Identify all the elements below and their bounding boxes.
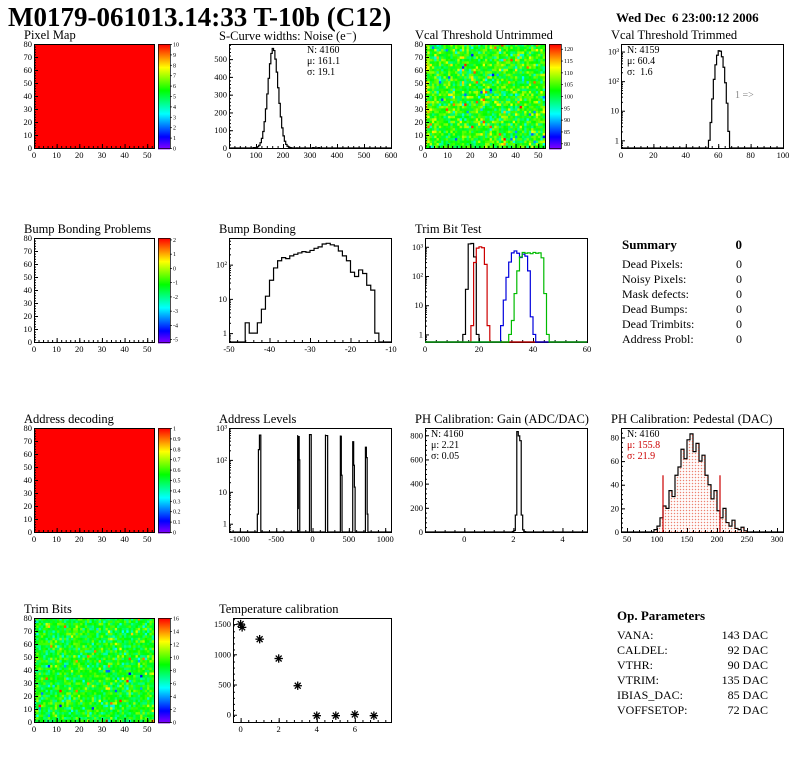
summary-label: Dead Pixels: <box>622 257 683 271</box>
summary-label: Address Probl: <box>622 332 694 346</box>
op-row-caldel: CALDEL: 92 DAC <box>617 643 768 658</box>
plot-cell-ph-gain: PH Calibration: Gain (ADC/DAC) <box>399 412 595 557</box>
summary-panel: Summary 0 Dead Pixels: 0 Noisy Pixels: 0 M… <box>622 237 742 347</box>
page-title: M0179-061013.14:33 T-10b (C12) <box>8 2 392 32</box>
plot-cell-vcal-untrimmed: Vcal Threshold Untrimmed <box>399 28 595 173</box>
op-value: 92 DAC <box>727 643 768 657</box>
summary-label: Dead Trimbits: <box>622 317 695 331</box>
summary-heading: Summary <box>622 237 677 252</box>
plot-cell-bump-problems: Bump Bonding Problems <box>8 222 204 367</box>
op-label: IBIAS_DAC: <box>617 688 684 702</box>
op-label: CALDEL: <box>617 643 668 657</box>
op-label: VOFFSETOP: <box>617 703 688 717</box>
ph-pedestal-plot <box>595 425 791 553</box>
plot-title-scurve-noise: S-Curve widths: Noise (e⁻) <box>219 29 357 43</box>
plot-cell-ph-pedestal: PH Calibration: Pedestal (DAC) <box>595 412 791 557</box>
trim-bit-test-plot <box>399 235 595 363</box>
summary-label: Dead Bumps: <box>622 302 688 316</box>
op-parameters-heading: Op. Parameters <box>617 608 706 623</box>
plot-title-trim-bits: Trim Bits <box>24 602 72 616</box>
op-row-voffsetop: VOFFSETOP: 72 DAC <box>617 703 768 718</box>
plot-cell-trim-bit-test: Trim Bit Test <box>399 222 595 367</box>
plot-cell-temperature-calibration: Temperature calibration <box>203 602 399 747</box>
plot-title-trim-bit-test: Trim Bit Test <box>415 222 482 236</box>
summary-row-dead-pixels: Dead Pixels: 0 <box>622 257 742 272</box>
plot-title-bump-problems: Bump Bonding Problems <box>24 222 152 236</box>
summary-total: 0 <box>735 237 743 252</box>
summary-row-dead-trimbits: Dead Trimbits: 0 <box>622 317 742 332</box>
summary-value: 0 <box>736 332 742 346</box>
plot-title-ph-pedestal: PH Calibration: Pedestal (DAC) <box>611 412 773 426</box>
op-value: 143 DAC <box>721 628 768 642</box>
plot-title-bump-bonding: Bump Bonding <box>219 222 296 236</box>
ph-gain-plot <box>399 425 595 553</box>
plot-title-temperature-calibration: Temperature calibration <box>219 602 339 616</box>
plot-title-address-decoding: Address decoding <box>24 412 114 426</box>
summary-heading-row: Summary 0 <box>622 237 742 253</box>
op-value: 135 DAC <box>721 673 768 687</box>
summary-row-dead-bumps: Dead Bumps: 0 <box>622 302 742 317</box>
address-levels-plot <box>203 425 399 553</box>
plot-cell-address-levels: Address Levels <box>203 412 399 557</box>
summary-value: 0 <box>736 287 742 301</box>
summary-value: 0 <box>736 272 742 286</box>
plot-cell-trim-bits: Trim Bits <box>8 602 204 747</box>
summary-value: 0 <box>736 302 742 316</box>
pixel-map-plot <box>8 41 204 169</box>
plot-cell-scurve-noise: S-Curve widths: Noise (e⁻) <box>203 28 399 173</box>
op-value: 85 DAC <box>727 688 768 702</box>
op-label: VANA: <box>617 628 654 642</box>
op-row-vana: VANA: 143 DAC <box>617 628 768 643</box>
op-row-ibias-dac: IBIAS_DAC: 85 DAC <box>617 688 768 703</box>
address-decoding-plot <box>8 425 204 553</box>
summary-row-noisy-pixels: Noisy Pixels: 0 <box>622 272 742 287</box>
plot-cell-pixel-map: Pixel Map <box>8 28 204 173</box>
op-value: 72 DAC <box>727 703 768 717</box>
scurve-noise-plot <box>203 41 399 169</box>
summary-value: 0 <box>736 257 742 271</box>
vcal-trimmed-plot <box>595 41 791 169</box>
op-value: 90 DAC <box>727 658 768 672</box>
op-parameters-heading-row: Op. Parameters <box>617 608 768 624</box>
summary-label: Noisy Pixels: <box>622 272 687 286</box>
plot-cell-bump-bonding: Bump Bonding <box>203 222 399 367</box>
plot-title-address-levels: Address Levels <box>219 412 297 426</box>
vcal-untrimmed-plot <box>399 41 595 169</box>
op-label: VTRIM: <box>617 673 659 687</box>
op-parameters-panel: Op. Parameters VANA: 143 DAC CALDEL: 92 DA… <box>617 608 768 718</box>
summary-row-address-probl: Address Probl: 0 <box>622 332 742 347</box>
plot-title-pixel-map: Pixel Map <box>24 28 76 42</box>
plot-title-ph-gain: PH Calibration: Gain (ADC/DAC) <box>415 412 589 426</box>
plot-title-vcal-trimmed: Vcal Threshold Trimmed <box>611 28 738 42</box>
summary-value: 0 <box>736 317 742 331</box>
trim-bits-plot <box>8 615 204 743</box>
op-label: VTHR: <box>617 658 653 672</box>
bump-bonding-plot <box>203 235 399 363</box>
plot-cell-vcal-trimmed: Vcal Threshold Trimmed <box>595 28 791 173</box>
summary-row-mask-defects: Mask defects: 0 <box>622 287 742 302</box>
bump-problems-plot <box>8 235 204 363</box>
op-row-vthr: VTHR: 90 DAC <box>617 658 768 673</box>
op-row-vtrim: VTRIM: 135 DAC <box>617 673 768 688</box>
temperature-calibration-plot <box>203 615 399 743</box>
summary-label: Mask defects: <box>622 287 689 301</box>
timestamp: Wed Dec 6 23:00:12 2006 <box>616 10 759 25</box>
plot-cell-address-decoding: Address decoding <box>8 412 204 557</box>
plot-title-vcal-untrimmed: Vcal Threshold Untrimmed <box>415 28 553 42</box>
